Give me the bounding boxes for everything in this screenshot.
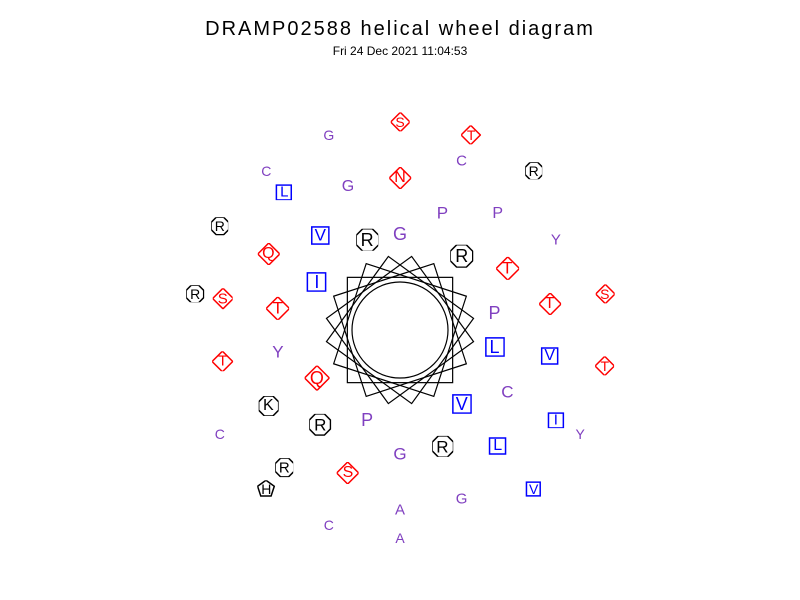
helical-wheel-star: [0, 0, 800, 600]
